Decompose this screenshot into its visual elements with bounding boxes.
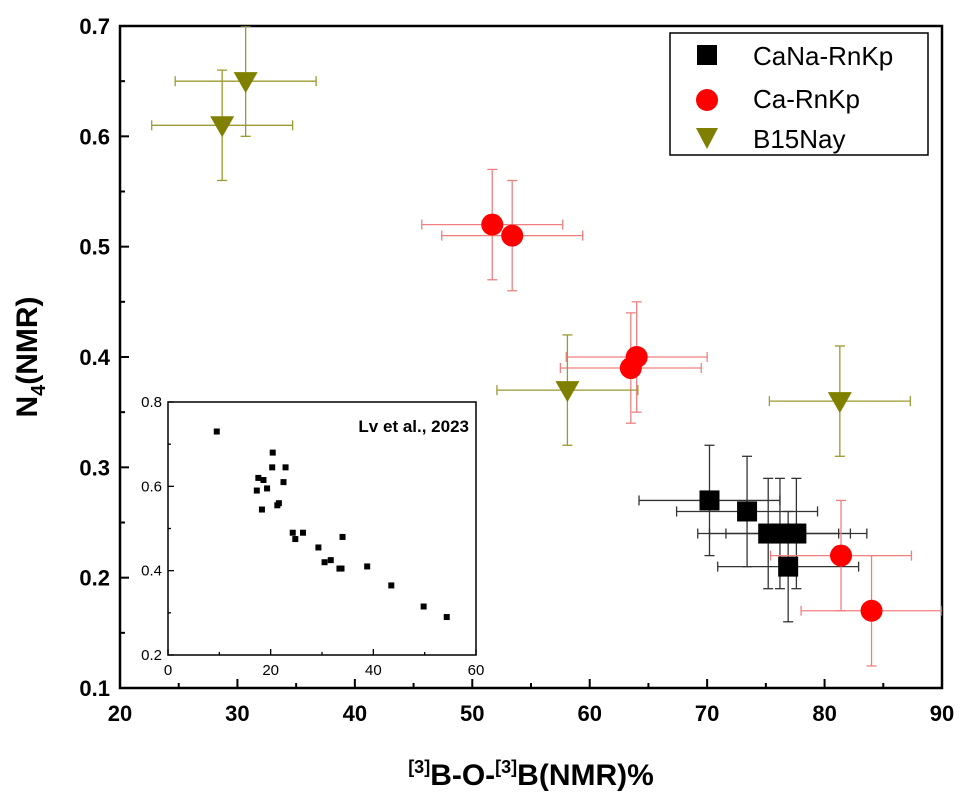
- data-point-ca-rnkp: [625, 346, 648, 368]
- legend-marker-0: [697, 45, 717, 65]
- inset-data-point: [300, 529, 307, 536]
- data-point-ca-rnkp: [481, 213, 504, 236]
- inset-x-tick-label: 60: [468, 662, 485, 679]
- inset-tick-labels: 0 20 40 60 0.2 0.4 0.6 0.8: [141, 394, 484, 679]
- legend-marker-2: [696, 128, 718, 149]
- inset-data-point: [315, 544, 322, 551]
- x-axis-title: [3]B-O-[3]B(NMR)%: [408, 757, 654, 792]
- inset-ticks: [167, 401, 477, 656]
- y-tick-label: 0.7: [79, 14, 110, 39]
- inset-annotation: Lv et al., 2023: [358, 417, 469, 436]
- inset-data-point: [338, 565, 345, 572]
- data-point-cana-rnkp: [699, 490, 720, 511]
- x-tick-label: 60: [577, 701, 601, 726]
- inset-data-point: [364, 563, 371, 570]
- legend-label-2: B15Nay: [753, 124, 846, 154]
- main-markers: [210, 72, 883, 622]
- y-axis-title: N4(NMR): [11, 296, 50, 417]
- inset-data-point: [292, 536, 299, 543]
- legend: CaNa-RnKp Ca-RnKp B15Nay: [669, 32, 929, 156]
- inset-data-point: [321, 559, 328, 566]
- y-tick-label: 0.2: [79, 566, 110, 591]
- x-tick-label: 90: [930, 701, 954, 726]
- legend-marker-1: [696, 89, 718, 111]
- data-point-b15nay: [210, 116, 235, 138]
- x-tick-label: 40: [343, 701, 367, 726]
- inset-data-point: [282, 464, 289, 471]
- data-point-ca-rnkp: [830, 544, 853, 567]
- x-tick-label: 50: [460, 701, 484, 726]
- inset-y-tick-label: 0.6: [141, 478, 162, 495]
- y-tick-label: 0.5: [79, 235, 110, 260]
- x-tick-label: 20: [108, 701, 132, 726]
- x-axis-title-mid: B-O-: [430, 759, 495, 792]
- inset-data-point: [339, 533, 346, 540]
- inset-x-tick-label: 40: [365, 662, 382, 679]
- inset-data-point: [269, 464, 276, 471]
- inset-data-point: [260, 477, 267, 484]
- y-axis-title-sub: 4: [28, 384, 50, 396]
- data-point-cana-rnkp: [769, 523, 790, 544]
- inset-data-point: [289, 529, 296, 536]
- main-tick-labels: 20 30 40 50 60 70 80 90 0.1 0.2 0.3 0.4 0.5 0.6 0.7: [79, 14, 954, 726]
- data-point-b15nay: [555, 381, 580, 403]
- data-point-cana-rnkp: [778, 556, 799, 577]
- inset-x-tick-label: 0: [164, 662, 172, 679]
- inset-data-point: [213, 428, 220, 435]
- x-axis-title-sup2: [3]: [495, 757, 517, 777]
- inset-data-point: [420, 603, 427, 610]
- data-point-cana-rnkp: [786, 523, 807, 544]
- inset-markers: [213, 428, 450, 621]
- inset-data-point: [264, 485, 271, 492]
- x-tick-label: 30: [225, 701, 249, 726]
- y-tick-label: 0.3: [79, 455, 110, 480]
- y-tick-label: 0.4: [79, 345, 110, 370]
- inset-y-tick-label: 0.8: [141, 394, 162, 411]
- inset-data-point: [269, 449, 276, 456]
- inset-data-point: [255, 474, 262, 481]
- inset-chart: Lv et al., 2023 0 20 40 60 0.2 0.4 0.6 0.8: [141, 394, 484, 679]
- data-point-ca-rnkp: [860, 599, 883, 622]
- inset-data-point: [280, 479, 287, 486]
- inset-data-point: [275, 500, 282, 507]
- y-tick-label: 0.1: [79, 676, 110, 701]
- y-axis-title-main: N: [11, 396, 44, 418]
- legend-label-1: Ca-RnKp: [753, 84, 860, 114]
- x-axis-title-post: B(NMR)%: [517, 759, 654, 792]
- inset-data-point: [388, 582, 395, 589]
- data-point-b15nay: [233, 72, 258, 94]
- inset-frame: [167, 401, 477, 656]
- inset-data-point: [258, 506, 265, 513]
- inset-data-point: [253, 487, 260, 494]
- legend-label-0: CaNa-RnKp: [753, 41, 893, 71]
- x-tick-label: 80: [812, 701, 836, 726]
- inset-y-tick-label: 0.2: [141, 647, 162, 664]
- data-point-b15nay: [827, 392, 852, 414]
- inset-data-point: [327, 557, 334, 564]
- inset-y-tick-label: 0.4: [141, 563, 162, 580]
- data-point-ca-rnkp: [501, 224, 524, 247]
- main-ticks: [119, 25, 943, 689]
- y-axis-title-post: (NMR): [11, 296, 44, 384]
- x-tick-label: 70: [695, 701, 719, 726]
- y-tick-label: 0.6: [79, 124, 110, 149]
- data-point-cana-rnkp: [737, 501, 758, 522]
- inset-x-tick-label: 20: [262, 662, 279, 679]
- x-axis-title-sup1: [3]: [408, 757, 430, 777]
- inset-data-point: [443, 614, 450, 621]
